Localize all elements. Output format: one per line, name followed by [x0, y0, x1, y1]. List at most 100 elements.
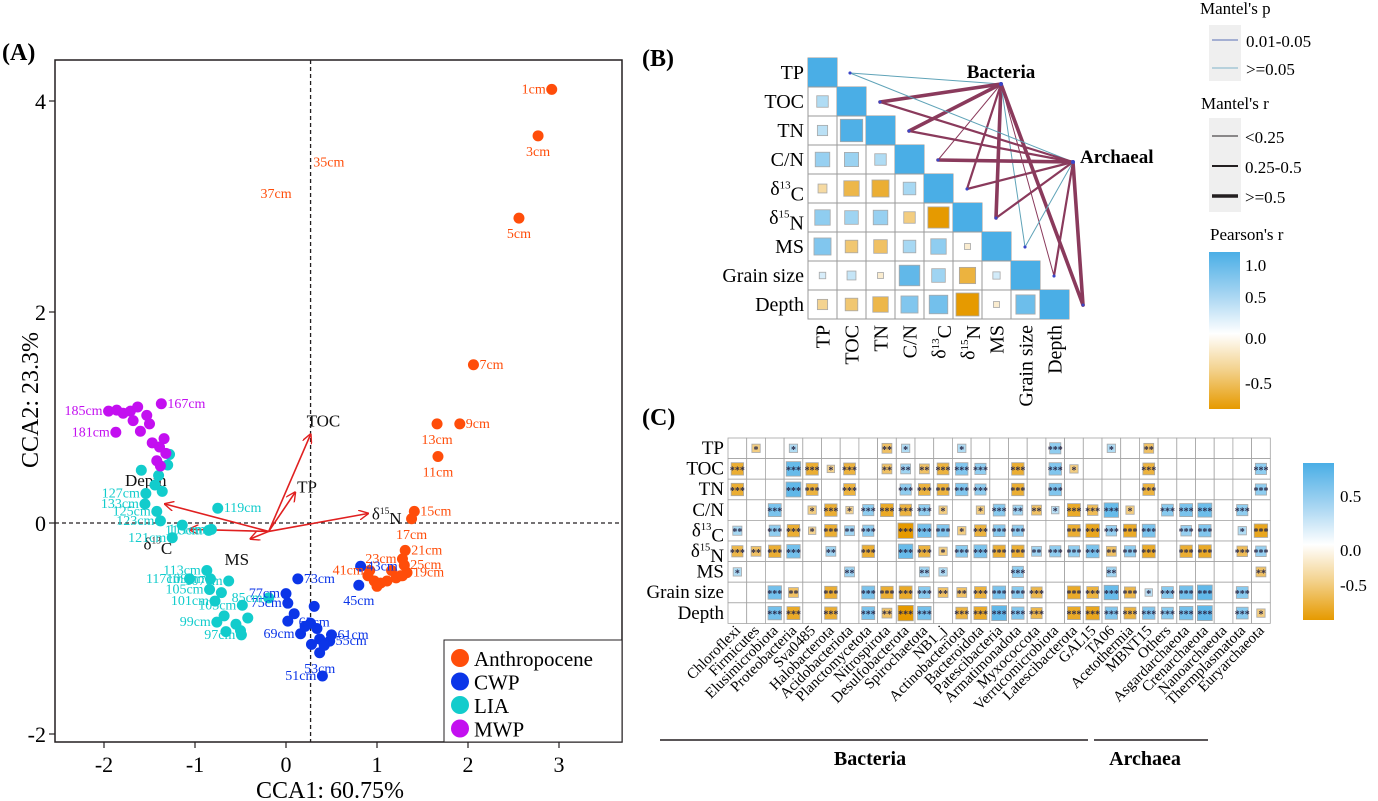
point-label: 1cm — [522, 82, 546, 97]
heatmap-square — [931, 268, 946, 283]
significance-stars: ** — [1106, 568, 1116, 579]
heatmap-cell — [1213, 499, 1234, 521]
heatmap-square — [1011, 261, 1040, 290]
heatmap-square — [826, 464, 835, 474]
point-anthropocene — [398, 559, 410, 571]
significance-stars: *** — [786, 486, 801, 497]
heatmap-cell — [727, 437, 748, 460]
significance-stars: *** — [1048, 548, 1063, 559]
heatmap-square — [992, 585, 1007, 600]
heatmap-square — [992, 503, 1006, 517]
significance-stars: *** — [786, 548, 801, 559]
heatmap-cell — [1082, 458, 1103, 480]
heatmap-square — [1236, 545, 1248, 557]
point-label: 3cm — [526, 145, 550, 160]
point-cwp — [311, 623, 323, 634]
heatmap-square — [881, 442, 893, 454]
point-lia — [263, 592, 275, 604]
heatmap-square — [1085, 605, 1100, 621]
heatmap-cell — [1195, 478, 1215, 501]
heatmap-square — [955, 292, 980, 317]
colorbar-tick-label: 0.5 — [1340, 487, 1361, 506]
colorbar-tick-label: 1.0 — [1245, 256, 1266, 275]
column-label: δ13C — [929, 325, 956, 359]
point-label: 185cm — [64, 404, 102, 419]
colorbar-title: Pearson's r — [1210, 225, 1284, 244]
heatmap-square — [900, 295, 919, 314]
point-label: 113cm — [163, 563, 201, 578]
heatmap-square — [897, 605, 914, 622]
heatmap-square — [1049, 442, 1062, 455]
heatmap-cell — [1120, 437, 1140, 460]
point-lia — [209, 595, 221, 607]
panel-b-label: (B) — [642, 46, 674, 72]
point-label: 117cm — [146, 572, 184, 587]
point-label: 127cm — [102, 486, 140, 501]
significance-stars: ** — [957, 589, 967, 600]
heatmap-square — [844, 525, 855, 537]
legend-swatch-anthropocene — [451, 649, 469, 667]
significance-stars: *** — [954, 486, 969, 497]
point-lia — [166, 532, 178, 544]
heatmap-square — [844, 210, 859, 225]
mantel-edge — [937, 83, 1002, 161]
row-label: TN — [777, 120, 804, 142]
x-tick-label: 0 — [281, 752, 292, 777]
significance-stars: *** — [1123, 610, 1138, 621]
significance-stars: *** — [1010, 610, 1025, 621]
heatmap-cell — [821, 478, 841, 501]
heatmap-cell — [765, 478, 785, 501]
heatmap-cell — [877, 540, 897, 563]
point-cwp — [316, 670, 328, 682]
heatmap-cell — [727, 602, 748, 624]
point-cwp — [299, 620, 311, 632]
heatmap-cell — [933, 602, 953, 624]
colorbar — [1209, 252, 1240, 409]
point-label: 43cm — [367, 559, 398, 574]
mantel-edge — [965, 82, 1003, 191]
point-label: 103cm — [198, 598, 236, 613]
heatmap-cell — [1213, 437, 1234, 460]
heatmap-cell — [1213, 520, 1234, 542]
heatmap-square — [917, 523, 932, 538]
mantel-edge — [849, 72, 1074, 163]
node-label-archaeal: Archaeal — [1080, 147, 1154, 168]
significance-stars: *** — [1160, 507, 1175, 518]
heatmap-square — [930, 238, 947, 255]
y-tick-label: 0 — [35, 511, 46, 536]
heatmap-square — [881, 463, 893, 475]
heatmap-cell — [765, 561, 785, 583]
significance-stars: *** — [898, 486, 913, 497]
heatmap-square — [974, 586, 987, 599]
significance-stars: * — [754, 445, 759, 456]
heatmap-square — [993, 301, 1000, 308]
significance-stars: *** — [1235, 589, 1250, 600]
heatmap-cell — [1157, 437, 1178, 460]
row-label: MS — [775, 236, 804, 258]
arrow-ms — [251, 530, 270, 538]
significance-stars: *** — [992, 548, 1007, 559]
legend-label: >=0.05 — [1246, 60, 1295, 79]
y-axis-label: CCA2: 23.3% — [18, 332, 44, 468]
heatmap-cell — [1213, 478, 1234, 501]
heatmap-square — [872, 296, 889, 313]
heatmap-square — [1179, 585, 1194, 600]
significance-stars: * — [810, 527, 815, 538]
column-label: C/N — [900, 325, 922, 358]
point-lia — [149, 479, 161, 491]
point-label: 11cm — [423, 466, 454, 481]
heatmap-square — [844, 566, 855, 578]
significance-stars: *** — [1141, 527, 1156, 538]
heatmap-square — [928, 294, 949, 315]
point-cwp — [282, 597, 294, 609]
significance-stars: * — [1071, 465, 1076, 476]
significance-stars: *** — [1085, 589, 1100, 600]
row-label: TOC — [764, 91, 804, 113]
heatmap-square — [1236, 504, 1249, 517]
significance-stars: * — [959, 445, 964, 456]
legend-label: <0.25 — [1245, 128, 1284, 147]
heatmap-square — [919, 566, 930, 578]
heatmap-square — [1085, 523, 1100, 538]
